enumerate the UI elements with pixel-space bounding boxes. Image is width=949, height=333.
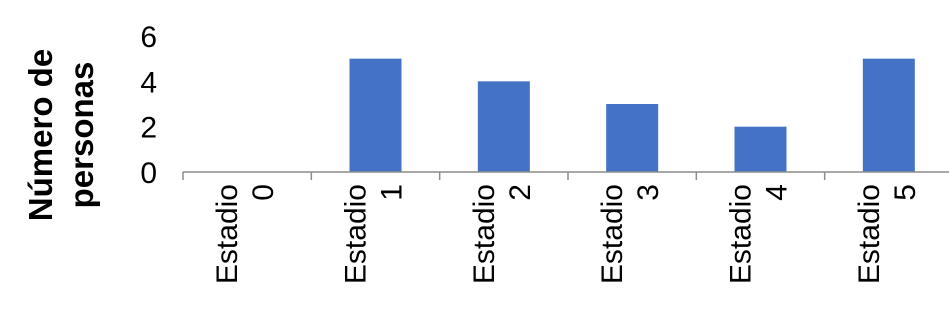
x-tick-label-line-2: 5: [889, 184, 922, 201]
bar: [606, 104, 659, 172]
x-tick-label-line-1: Estadio: [340, 184, 373, 284]
y-axis-title-line-1: Número de: [22, 49, 59, 221]
x-tick-label-line-2: 1: [376, 184, 409, 201]
bars: [349, 58, 915, 172]
x-tick-label-line-1: Estadio: [468, 184, 501, 284]
x-tick-label-line-2: 4: [761, 184, 794, 201]
y-axis-title: Número de personas: [22, 49, 100, 221]
x-tick-label-line-2: 3: [632, 184, 665, 201]
bar: [734, 126, 787, 172]
x-tick-label-line-1: Estadio: [725, 184, 758, 284]
x-tick-label-line-1: Estadio: [211, 184, 244, 284]
y-tick-label: 6: [140, 21, 157, 54]
y-axis-ticks: 0 2 4 6: [140, 21, 157, 190]
x-tick-label: Estadio 3: [596, 184, 665, 284]
x-tick-label-line-1: Estadio: [596, 184, 629, 284]
x-tick-label: Estadio 5: [853, 184, 922, 284]
y-tick-label: 4: [140, 66, 157, 99]
x-tick-label: Estadio 4: [725, 184, 794, 284]
y-tick-label: 2: [140, 112, 157, 145]
x-axis: [182, 171, 949, 180]
x-axis-tick-labels: Estadio 0 Estadio 1 Estadio 2 Estadio 3 Estadio 4…: [211, 184, 922, 284]
x-tick-label: Estadio 2: [468, 184, 537, 284]
bar: [477, 81, 530, 172]
x-tick-label-line-1: Estadio: [853, 184, 886, 284]
y-axis-title-line-2: personas: [63, 62, 100, 209]
x-tick-label: Estadio 0: [211, 184, 280, 284]
x-tick-label: Estadio 1: [340, 184, 409, 284]
x-tick-label-line-2: 0: [247, 184, 280, 201]
bar: [349, 58, 402, 172]
y-tick-label: 0: [140, 157, 157, 190]
bar: [862, 58, 915, 172]
x-tick-label-line-2: 2: [504, 184, 537, 201]
